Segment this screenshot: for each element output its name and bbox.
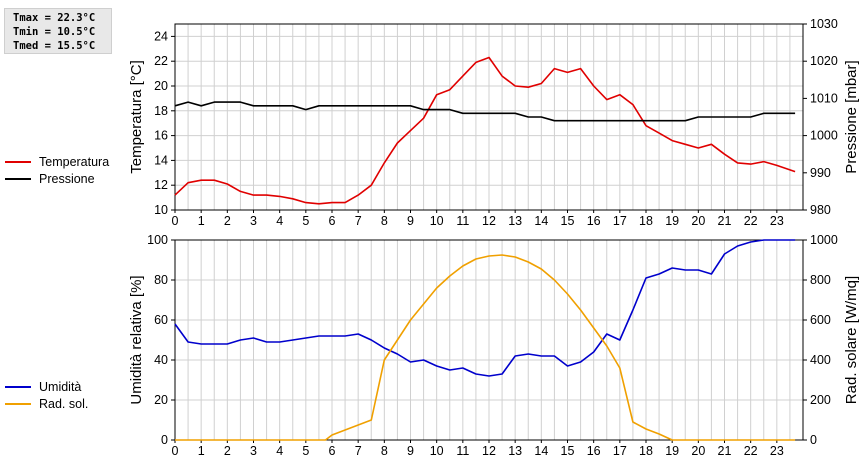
y2-tick-label: 600 — [810, 313, 831, 327]
tmed-label: Tmed = 15.5°C — [13, 40, 96, 52]
y2-tick-label: 1020 — [810, 54, 838, 68]
y2-tick-label: 1030 — [810, 17, 838, 31]
x-tick-label: 3 — [250, 444, 257, 458]
x-tick-label: 18 — [639, 214, 653, 228]
x-tick-label: 21 — [718, 444, 732, 458]
x-tick-label: 5 — [302, 444, 309, 458]
y-tick-label: 14 — [154, 153, 168, 167]
x-tick-label: 7 — [355, 214, 362, 228]
x-tick-label: 19 — [665, 444, 679, 458]
stats-box: Tmax = 22.3°C Tmin = 10.5°C Tmed = 15.5°… — [4, 8, 112, 54]
y2-tick-label: 200 — [810, 393, 831, 407]
x-tick-label: 6 — [329, 214, 336, 228]
x-tick-label: 11 — [456, 444, 469, 458]
x-tick-label: 18 — [639, 444, 653, 458]
y2-tick-label: 400 — [810, 353, 831, 367]
tmax-label: Tmax = 22.3°C — [13, 12, 96, 24]
x-tick-label: 0 — [172, 214, 179, 228]
x-tick-label: 4 — [276, 444, 283, 458]
y2-tick-label: 980 — [810, 203, 831, 217]
x-tick-label: 16 — [587, 214, 601, 228]
x-tick-label: 21 — [718, 214, 732, 228]
y-tick-label: 10 — [154, 203, 168, 217]
y2-tick-label: 990 — [810, 166, 831, 180]
y2-axis-title: Pressione [mbar] — [843, 60, 860, 173]
series-line-rad-sol — [175, 254, 796, 441]
y-tick-label: 0 — [161, 433, 168, 447]
y-axis-title: Umidità relativa [%] — [128, 275, 145, 404]
x-tick-label: 14 — [534, 214, 548, 228]
series-line-umidit — [174, 239, 796, 377]
y-tick-label: 60 — [154, 313, 168, 327]
x-tick-label: 0 — [172, 444, 179, 458]
x-tick-label: 15 — [561, 214, 575, 228]
series-line-pressione — [174, 101, 796, 122]
x-tick-label: 5 — [302, 214, 309, 228]
y-tick-label: 80 — [154, 273, 168, 287]
x-tick-label: 23 — [770, 214, 784, 228]
x-tick-label: 10 — [430, 444, 444, 458]
y2-tick-label: 0 — [810, 433, 817, 447]
x-tick-label: 15 — [561, 444, 575, 458]
y-tick-label: 16 — [154, 129, 168, 143]
x-tick-label: 20 — [691, 444, 705, 458]
series-line-temperatura — [174, 56, 796, 205]
x-tick-label: 2 — [224, 214, 231, 228]
x-tick-label: 10 — [430, 214, 444, 228]
x-tick-label: 9 — [407, 444, 414, 458]
y2-tick-label: 1000 — [810, 129, 838, 143]
y2-tick-label: 800 — [810, 273, 831, 287]
y-tick-label: 40 — [154, 353, 168, 367]
y-tick-label: 20 — [154, 393, 168, 407]
x-tick-label: 6 — [329, 444, 336, 458]
y2-tick-label: 1000 — [810, 233, 838, 247]
x-tick-label: 12 — [482, 214, 496, 228]
legend-label-umidit: Umidità — [39, 380, 81, 394]
x-tick-label: 8 — [381, 444, 388, 458]
y2-axis-title: Rad. solare [W/mq] — [843, 276, 860, 404]
legend-label-temperatura: Temperatura — [39, 155, 109, 169]
x-tick-label: 17 — [613, 214, 627, 228]
y-tick-label: 100 — [147, 233, 168, 247]
x-tick-label: 20 — [691, 214, 705, 228]
x-tick-label: 13 — [508, 444, 522, 458]
x-tick-label: 16 — [587, 444, 601, 458]
x-tick-label: 2 — [224, 444, 231, 458]
x-tick-label: 22 — [744, 214, 758, 228]
y-tick-label: 18 — [154, 104, 168, 118]
x-tick-label: 7 — [355, 444, 362, 458]
y-tick-label: 12 — [154, 178, 168, 192]
x-tick-label: 1 — [198, 444, 205, 458]
y-axis-title: Temperatura [°C] — [128, 60, 145, 174]
x-tick-label: 22 — [744, 444, 758, 458]
x-tick-label: 13 — [508, 214, 522, 228]
x-tick-label: 19 — [665, 214, 679, 228]
x-tick-label: 12 — [482, 444, 496, 458]
y-tick-label: 22 — [154, 54, 168, 68]
y-tick-label: 24 — [154, 29, 168, 43]
x-tick-label: 9 — [407, 214, 414, 228]
legend-label-rad-sol: Rad. sol. — [39, 397, 88, 411]
x-tick-label: 11 — [456, 214, 469, 228]
x-tick-label: 3 — [250, 214, 257, 228]
x-tick-label: 8 — [381, 214, 388, 228]
x-tick-label: 4 — [276, 214, 283, 228]
legend-label-pressione: Pressione — [39, 172, 95, 186]
y2-tick-label: 1010 — [810, 91, 838, 105]
x-tick-label: 1 — [198, 214, 205, 228]
x-tick-label: 23 — [770, 444, 784, 458]
y-tick-label: 20 — [154, 79, 168, 93]
x-tick-label: 14 — [534, 444, 548, 458]
x-tick-label: 17 — [613, 444, 627, 458]
tmin-label: Tmin = 10.5°C — [13, 26, 96, 38]
